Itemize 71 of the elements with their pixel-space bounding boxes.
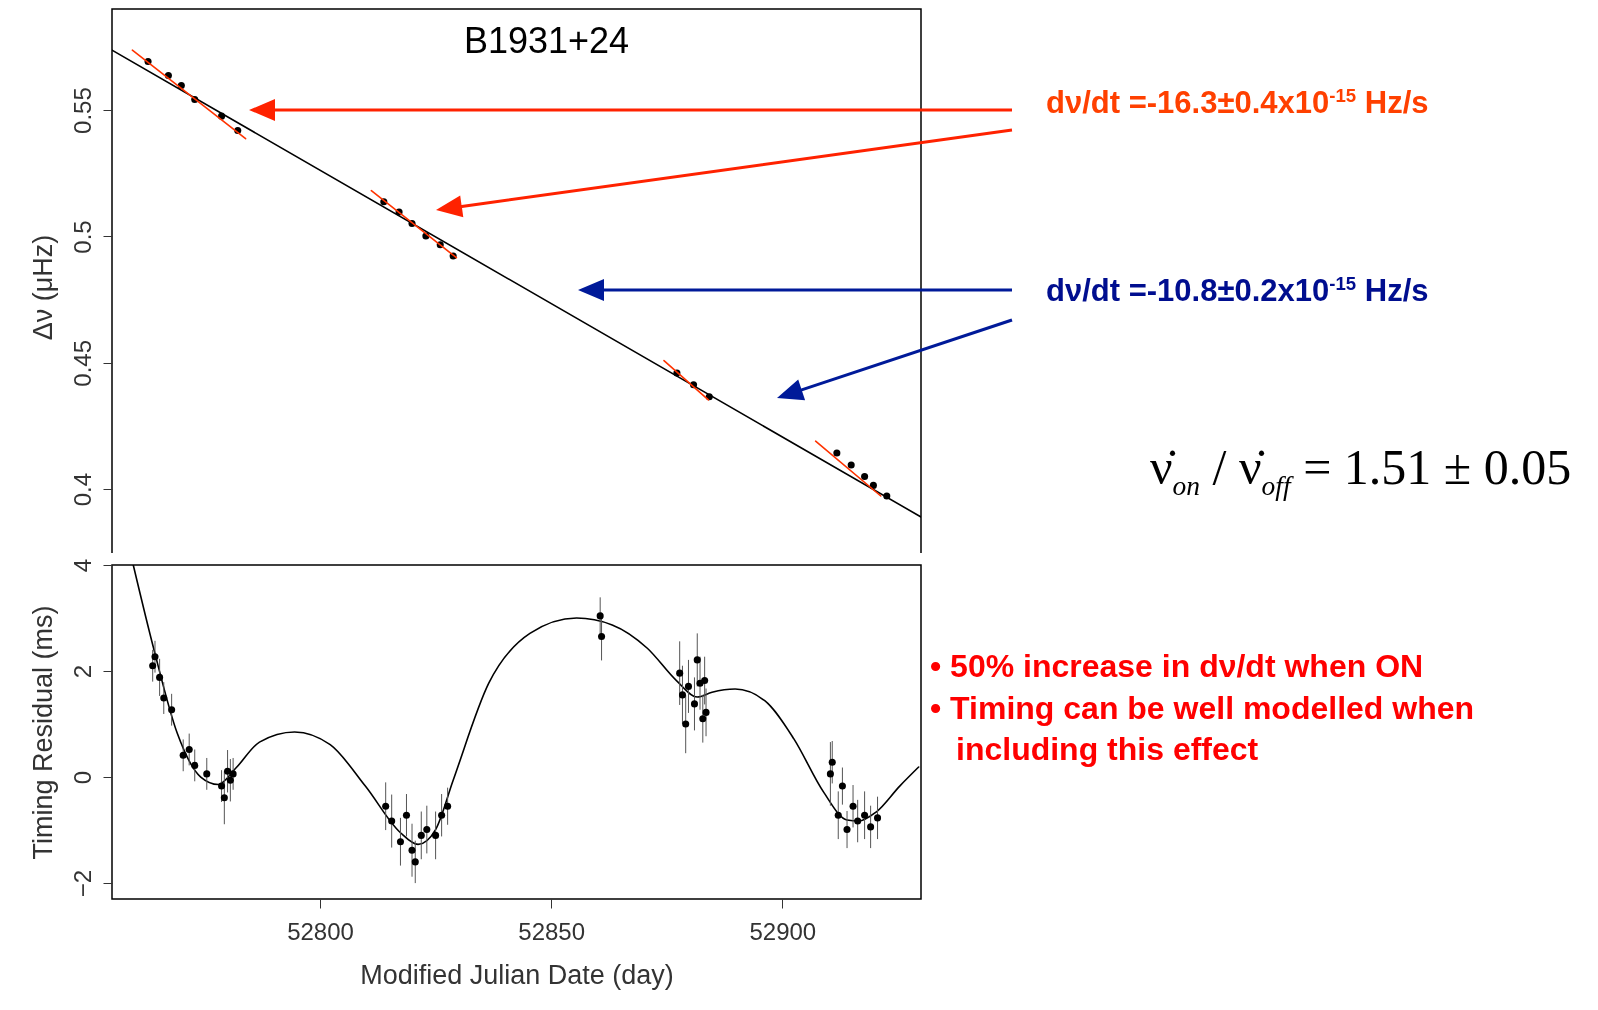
point — [224, 767, 232, 775]
point — [160, 694, 168, 702]
point — [444, 802, 452, 810]
point — [861, 811, 869, 819]
point — [417, 831, 425, 839]
chart-title: B1931+24 — [463, 20, 630, 61]
point — [168, 706, 176, 714]
text: ν̇$_{on}$ / ν̇$_{off}$ = 1.51 ± 0.05 — [1150, 438, 1572, 502]
point — [702, 708, 710, 716]
point — [701, 677, 709, 685]
point — [676, 669, 684, 677]
point — [849, 802, 857, 810]
text: dν/dt =-16.3±0.4x10$^{-15}$ Hz/s — [1046, 85, 1429, 121]
y-tick-label: 2 — [68, 664, 96, 679]
point — [396, 838, 404, 846]
y-tick-label: 0.55 — [68, 87, 96, 134]
y-tick-label: 0.4 — [68, 472, 96, 507]
point — [229, 770, 237, 778]
point — [826, 770, 834, 778]
point — [149, 662, 157, 670]
point — [854, 817, 862, 825]
point — [874, 814, 882, 822]
point — [699, 715, 707, 723]
y-tick-label: 0.5 — [68, 220, 96, 254]
point — [438, 811, 446, 819]
point — [191, 761, 199, 769]
point — [834, 811, 842, 819]
x-axis-title: Modified Julian Date (day) — [360, 959, 674, 990]
point — [838, 782, 846, 790]
x-tick-label: 52900 — [749, 917, 817, 945]
point — [220, 794, 228, 802]
point — [203, 770, 211, 778]
y-tick-label: 0.45 — [68, 339, 96, 387]
point — [596, 612, 604, 620]
point — [408, 846, 416, 854]
y-tick-label: 4 — [68, 558, 96, 573]
point — [388, 817, 396, 825]
point — [693, 656, 701, 664]
y-axis-title: Δν (μHz) — [27, 234, 58, 341]
point — [423, 826, 431, 834]
point — [432, 831, 440, 839]
point — [218, 782, 226, 790]
text: • Timing can be well modelled when including this effect — [930, 688, 1476, 770]
y-tick-label: 0 — [68, 770, 96, 785]
point — [682, 720, 690, 728]
text: • 50% increase in dν/dt when ON — [930, 647, 1425, 686]
point — [185, 745, 193, 754]
point — [402, 811, 411, 819]
point — [828, 758, 836, 766]
point — [861, 473, 869, 481]
point — [847, 461, 855, 469]
point — [684, 682, 693, 690]
point — [678, 691, 686, 699]
x-tick-label: 52800 — [287, 917, 354, 945]
point — [382, 802, 390, 810]
point — [411, 858, 419, 866]
point — [151, 653, 159, 661]
text: dν/dt =-10.8±0.2x10$^{-15}$ Hz/s — [1046, 273, 1429, 309]
y-tick-label: −2 — [68, 869, 96, 898]
point — [690, 700, 699, 708]
point — [598, 633, 606, 641]
point — [179, 751, 187, 759]
point — [226, 776, 234, 784]
x-tick-label: 52850 — [518, 917, 586, 945]
point — [156, 673, 164, 681]
point — [843, 826, 851, 834]
point — [867, 823, 875, 831]
y-axis-title: Timing Residual (ms) — [27, 605, 58, 860]
point — [883, 492, 891, 500]
point — [833, 449, 841, 457]
point — [869, 481, 877, 489]
